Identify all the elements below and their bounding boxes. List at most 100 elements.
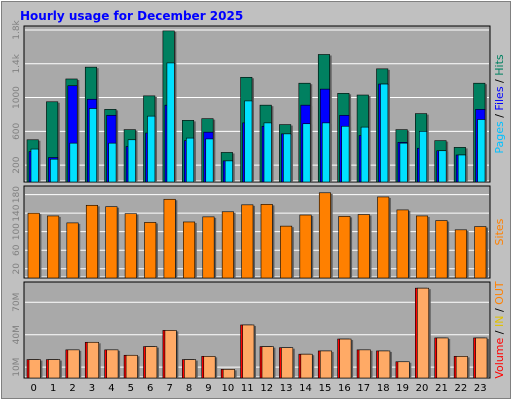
legend-entry: Files [493, 86, 506, 110]
sites-bar [105, 206, 118, 279]
x-tick-label: 17 [357, 383, 370, 394]
y-tick-label: 70M [12, 293, 22, 312]
y-tick-label: 600 [12, 122, 22, 139]
x-tick-label: 2 [69, 383, 75, 394]
sites-bar [299, 214, 312, 279]
x-tick-label: 13 [280, 383, 293, 394]
x-tick-label: 23 [474, 383, 487, 394]
sites-bar [416, 215, 429, 279]
y-tick-label: 20 [12, 263, 22, 275]
volume-in-bar [475, 337, 488, 379]
legend-entry: OUT [493, 281, 506, 305]
sites-bar [435, 220, 448, 279]
x-tick-label: 18 [377, 383, 390, 394]
y-tick-label: 10M [12, 358, 22, 377]
y-tick-label: 100 [12, 223, 22, 240]
sites-bar [144, 222, 157, 279]
sites-bar [377, 196, 390, 279]
sites-bar [357, 214, 370, 279]
volume-in-bar [339, 338, 352, 379]
y-tick-label: 180 [12, 186, 22, 203]
x-tick-label: 1 [50, 383, 56, 394]
sites-bar [280, 225, 293, 279]
volume-in-bar [300, 353, 313, 379]
x-tick-label: 20 [416, 383, 429, 394]
pages-bar [302, 123, 311, 183]
volume-in-bar [106, 349, 119, 379]
pages-bar [457, 154, 466, 183]
volume-in-bar [222, 369, 235, 379]
x-tick-label: 0 [31, 383, 37, 394]
pages-bar [380, 83, 389, 183]
volume-in-bar [125, 354, 138, 379]
pages-bar [399, 142, 408, 183]
legend-entry: / [493, 327, 506, 338]
x-tick-label: 6 [147, 383, 153, 394]
sites-bar [474, 226, 487, 279]
volume-in-bar [358, 349, 371, 379]
legend-entry: / [493, 111, 506, 122]
pages-bar [321, 122, 330, 183]
pages-bar [360, 126, 369, 183]
chart-title: Hourly usage for December 2025 [20, 9, 243, 23]
pages-bar [205, 138, 214, 183]
x-tick-label: 8 [186, 383, 192, 394]
volume-in-bar [86, 341, 99, 379]
plot-area [23, 25, 491, 183]
sites-bar [27, 212, 40, 279]
sites-bar [260, 204, 273, 279]
volume-in-bar [319, 350, 332, 379]
pages-bar [186, 137, 195, 183]
sites-bar [85, 204, 98, 279]
volume-in-bar [261, 346, 274, 379]
pages-bar [341, 125, 350, 183]
x-tick-label: 19 [396, 383, 409, 394]
x-tick-label: 16 [338, 383, 351, 394]
legend-entry: Hits [493, 54, 506, 76]
volume-in-bar [67, 349, 80, 379]
plot-area [23, 281, 491, 379]
volume-in-bar [145, 346, 158, 379]
pages-bar [108, 142, 117, 183]
sites-bar [202, 216, 215, 279]
legend-entry: Pages [493, 121, 506, 154]
pages-bar [69, 142, 78, 183]
legend-volume: Volume / IN / OUT [493, 281, 506, 379]
sites-bar [396, 209, 409, 279]
volume-in-bar [397, 361, 410, 379]
pages-bar [477, 119, 486, 183]
volume-in-bar [417, 287, 430, 379]
x-tick-label: 5 [128, 383, 134, 394]
y-tick-label: 1.8k [12, 19, 22, 39]
sites-bar [241, 204, 254, 279]
pages-bar [166, 62, 175, 183]
panel-3: 10M 40M 70M [12, 281, 491, 379]
y-tick-label: 140 [12, 204, 22, 221]
volume-in-bar [455, 356, 468, 379]
legend-entry: Sites [493, 218, 506, 245]
pages-bar [283, 133, 292, 183]
pages-bar [147, 115, 156, 183]
legends: Pages / Files / Hits Sites Volume / IN / O… [493, 54, 506, 379]
sites-bar [318, 192, 331, 279]
x-tick-label: 22 [455, 383, 468, 394]
legend-entry: / [493, 76, 506, 87]
volume-in-bar [378, 350, 391, 379]
volume-in-bar [184, 359, 197, 379]
volume-in-bar [242, 324, 255, 379]
sites-bar [221, 211, 234, 279]
pages-bar [30, 148, 39, 183]
legend-sites: Sites [493, 218, 506, 245]
y-tick-label: 1.4k [12, 53, 22, 73]
x-tick-label: 14 [299, 383, 312, 394]
legend-hits-files-pages: Pages / Files / Hits [493, 54, 506, 154]
pages-bar [88, 108, 97, 183]
x-tick-label: 3 [89, 383, 95, 394]
volume-in-bar [436, 337, 449, 379]
y-tick-label: 40M [12, 325, 22, 344]
volume-in-bar [164, 330, 177, 379]
